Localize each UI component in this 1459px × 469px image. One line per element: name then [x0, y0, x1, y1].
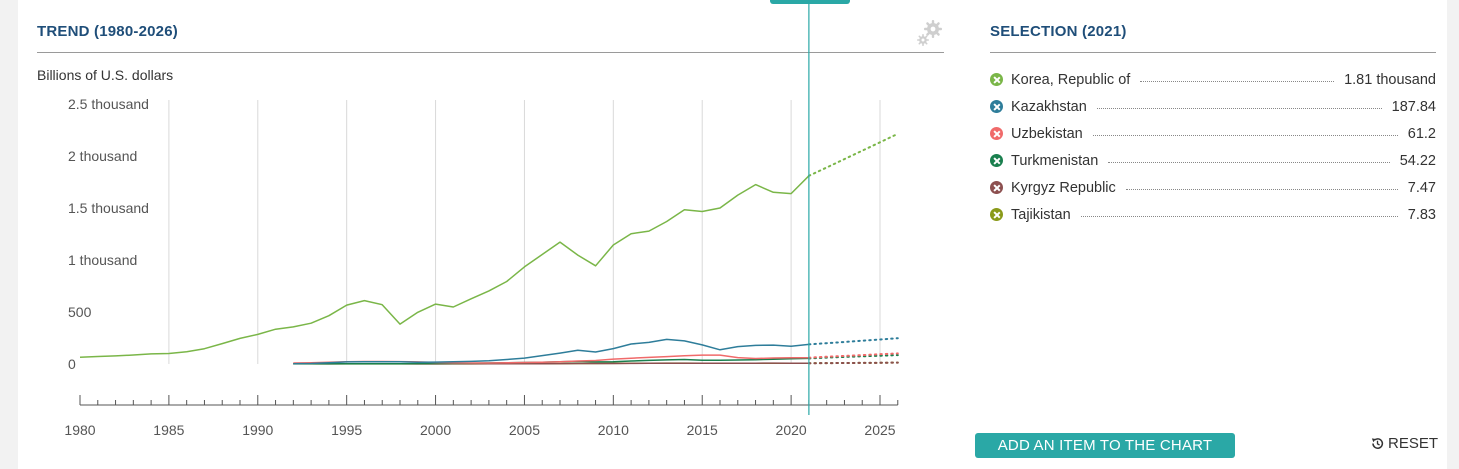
- x-tick-label: 2005: [509, 422, 540, 438]
- x-tick-label: 2015: [687, 422, 718, 438]
- legend-leader-dots: [1125, 189, 1398, 190]
- y-tick-label: 0: [68, 356, 76, 372]
- close-icon[interactable]: [990, 181, 1003, 194]
- selection-title: SELECTION (2021): [990, 23, 1127, 40]
- legend-leader-dots: [1096, 108, 1382, 109]
- legend-item[interactable]: Kazakhstan 187.84: [990, 93, 1436, 120]
- series-projection-line[interactable]: [807, 352, 899, 359]
- legend-leader-dots: [1092, 135, 1398, 136]
- legend-item-value: 54.22: [1399, 152, 1436, 169]
- x-tick-label: 1985: [153, 422, 184, 438]
- trend-title: TREND (1980-2026): [37, 23, 178, 40]
- close-icon[interactable]: [990, 73, 1003, 86]
- close-icon[interactable]: [990, 208, 1003, 221]
- legend-item-name: Kazakhstan: [1011, 98, 1087, 115]
- legend-item-name: Kyrgyz Republic: [1011, 179, 1116, 196]
- y-tick-label: 2 thousand: [68, 148, 137, 164]
- selection-title-rule: [990, 52, 1436, 53]
- legend-item[interactable]: Korea, Republic of 1.81 thousand: [990, 66, 1436, 93]
- reset-icon: [1371, 438, 1384, 449]
- legend-item-name: Korea, Republic of: [1011, 71, 1131, 88]
- right-margin: [1447, 0, 1459, 469]
- trend-line-chart[interactable]: 0 500 1 thousand 1.5 thousand 2 thousand 2.5 …: [0, 0, 960, 469]
- legend-item[interactable]: Kyrgyz Republic 7.47: [990, 174, 1436, 201]
- legend-item-value: 187.84: [1391, 98, 1436, 115]
- x-tick-label: 1990: [242, 422, 273, 438]
- x-tick-label: 1995: [331, 422, 362, 438]
- legend-item[interactable]: Tajikistan 7.83: [990, 201, 1436, 228]
- legend-leader-dots: [1140, 81, 1335, 82]
- legend-item[interactable]: Turkmenistan 54.22: [990, 147, 1436, 174]
- close-icon[interactable]: [990, 127, 1003, 140]
- reset-label: RESET: [1388, 435, 1439, 452]
- legend-item[interactable]: Uzbekistan 61.2: [990, 120, 1436, 147]
- x-tick-label: 2010: [598, 422, 629, 438]
- reset-button[interactable]: RESET: [1370, 435, 1438, 452]
- selection-legend: Korea, Republic of 1.81 thousand Kazakhsta…: [990, 66, 1436, 228]
- close-icon[interactable]: [990, 100, 1003, 113]
- left-margin: [0, 0, 18, 469]
- y-tick-label: 1.5 thousand: [68, 200, 149, 216]
- series-projection-line[interactable]: [807, 132, 899, 177]
- series-line[interactable]: [293, 338, 809, 365]
- x-tick-label: 1980: [64, 422, 95, 438]
- legend-item-name: Uzbekistan: [1011, 125, 1083, 142]
- legend-leader-dots: [1080, 216, 1398, 217]
- series-projection-line[interactable]: [807, 361, 899, 365]
- legend-leader-dots: [1108, 162, 1390, 163]
- legend-item-value: 7.47: [1407, 179, 1436, 196]
- y-tick-label: 500: [68, 304, 92, 320]
- legend-item-value: 7.83: [1407, 206, 1436, 223]
- close-icon[interactable]: [990, 154, 1003, 167]
- series-projection-line[interactable]: [807, 354, 899, 360]
- series-projection-line[interactable]: [807, 337, 899, 346]
- series-line[interactable]: [79, 175, 810, 358]
- x-tick-label: 2025: [864, 422, 895, 438]
- legend-item-name: Turkmenistan: [1011, 152, 1099, 169]
- legend-item-value: 1.81 thousand: [1344, 71, 1436, 88]
- x-tick-label: 2000: [420, 422, 451, 438]
- y-axis-unit-label: Billions of U.S. dollars: [37, 67, 174, 83]
- y-tick-label: 1 thousand: [68, 252, 137, 268]
- legend-item-value: 61.2: [1407, 125, 1436, 142]
- gear-icon[interactable]: [914, 18, 944, 48]
- year-slider-handle[interactable]: [770, 0, 850, 4]
- y-tick-label: 2.5 thousand: [68, 96, 149, 112]
- add-item-button[interactable]: ADD AN ITEM TO THE CHART: [975, 433, 1235, 458]
- legend-item-name: Tajikistan: [1011, 206, 1071, 223]
- trend-title-rule: [37, 52, 944, 53]
- x-tick-label: 2020: [776, 422, 807, 438]
